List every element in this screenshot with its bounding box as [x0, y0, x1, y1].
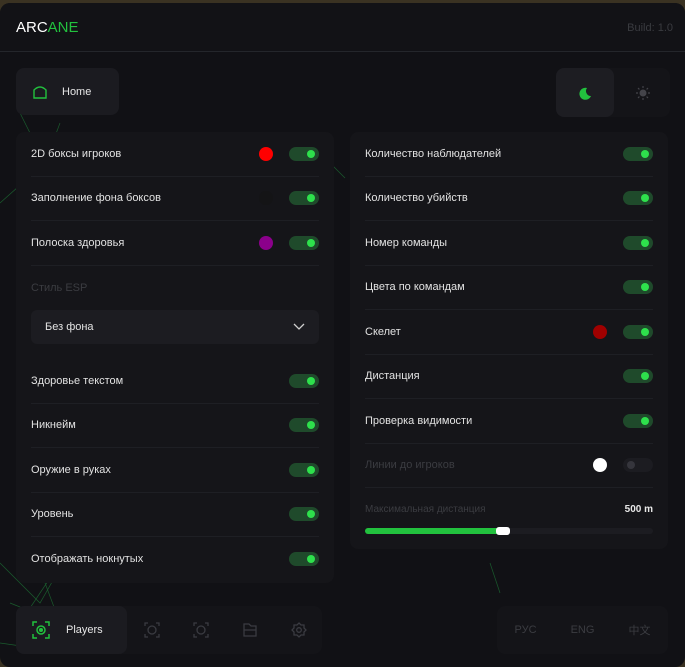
- setting-row: Количество наблюдателей: [365, 132, 653, 177]
- toggle-switch[interactable]: [289, 373, 319, 388]
- home-icon: [33, 85, 47, 99]
- toggle-switch[interactable]: [289, 146, 319, 161]
- build-version: Build: 1.0: [627, 22, 673, 34]
- setting-label: Оружие в руках: [31, 463, 111, 476]
- setting-label: Номер команды: [365, 236, 448, 249]
- max-distance-slider[interactable]: [365, 527, 653, 535]
- folder-icon[interactable]: [242, 622, 258, 638]
- color-picker[interactable]: [593, 324, 607, 339]
- home-button[interactable]: Home: [16, 68, 119, 115]
- setting-row: Номер команды: [365, 221, 653, 266]
- setting-label: Отображать нокнутых: [31, 553, 144, 566]
- radar-icon[interactable]: [144, 622, 160, 638]
- toggle-switch[interactable]: [289, 418, 319, 433]
- dark-theme-button[interactable]: [556, 68, 614, 117]
- setting-label: Линии до игроков: [365, 459, 455, 472]
- setting-row: Уровень: [31, 493, 319, 537]
- max-distance-value: 500 m: [624, 504, 653, 515]
- toggle-switch[interactable]: [623, 280, 653, 295]
- light-theme-button[interactable]: [614, 68, 672, 117]
- color-picker[interactable]: [259, 235, 273, 250]
- setting-label: Проверка видимости: [365, 414, 473, 427]
- slider-fill: [365, 528, 504, 534]
- esp-style-value: Без фона: [45, 321, 94, 333]
- players-icon: [32, 621, 50, 639]
- setting-row: Количество убийств: [365, 177, 653, 221]
- language-switch: РУС ENG 中文: [497, 606, 668, 654]
- color-picker[interactable]: [593, 458, 607, 473]
- left-settings-panel: 2D боксы игроков Заполнение фона боксов По…: [16, 132, 334, 583]
- setting-label: Никнейм: [31, 419, 76, 432]
- visuals-icon[interactable]: [193, 622, 209, 638]
- home-label: Home: [62, 85, 92, 98]
- lang-ru-button[interactable]: РУС: [514, 624, 537, 636]
- app-logo: ARCANE: [16, 19, 79, 36]
- setting-label: Скелет: [365, 325, 401, 338]
- slider-handle[interactable]: [496, 527, 511, 535]
- setting-row: Скелет: [365, 310, 653, 355]
- toggle-switch[interactable]: [289, 235, 319, 250]
- esp-style-dropdown[interactable]: Без фона: [31, 310, 319, 344]
- nav-players-button[interactable]: Players: [16, 606, 127, 654]
- toggle-switch[interactable]: [623, 413, 653, 428]
- setting-row: Здоровье текстом: [31, 359, 319, 404]
- toggle-switch[interactable]: [623, 146, 653, 161]
- chevron-down-icon: [293, 323, 305, 330]
- bottom-nav: Players: [16, 606, 322, 654]
- setting-label: Количество наблюдателей: [365, 147, 502, 160]
- lang-en-button[interactable]: ENG: [570, 624, 595, 636]
- setting-row: 2D боксы игроков: [31, 132, 319, 177]
- setting-row: Линии до игроков: [365, 444, 653, 488]
- color-picker[interactable]: [259, 191, 273, 206]
- lang-zh-button[interactable]: 中文: [628, 625, 651, 637]
- header: ARCANE Build: 1.0: [0, 3, 685, 52]
- setting-row: Заполнение фона боксов: [31, 177, 319, 221]
- nav-players-label: Players: [66, 624, 103, 636]
- setting-label: Заполнение фона боксов: [31, 192, 161, 205]
- toggle-switch[interactable]: [289, 552, 319, 567]
- setting-label: Полоска здоровья: [31, 236, 125, 249]
- right-settings-panel: Количество наблюдателей Количество убийст…: [350, 132, 668, 549]
- toggle-switch[interactable]: [623, 324, 653, 339]
- setting-row: Оружие в руках: [31, 448, 319, 493]
- setting-row: Полоска здоровья: [31, 221, 319, 266]
- toggle-switch[interactable]: [623, 235, 653, 250]
- toggle-switch[interactable]: [623, 458, 653, 473]
- esp-style-label: Стиль ESP: [31, 281, 88, 294]
- color-picker[interactable]: [259, 146, 273, 161]
- app-window: ARCANE Build: 1.0 Home 2D боксы игроков З…: [0, 3, 685, 667]
- setting-row: Проверка видимости: [365, 399, 653, 444]
- moon-icon: [579, 87, 591, 100]
- setting-label: Уровень: [31, 508, 74, 521]
- toggle-switch[interactable]: [289, 507, 319, 522]
- setting-label: Здоровье текстом: [31, 374, 124, 387]
- setting-row: Отображать нокнутых: [31, 537, 319, 582]
- setting-label: Цвета по командам: [365, 281, 465, 294]
- setting-row: Дистанция: [365, 355, 653, 399]
- toggle-switch[interactable]: [289, 462, 319, 477]
- sun-icon: [636, 85, 650, 100]
- theme-switch: [556, 68, 670, 117]
- toggle-switch[interactable]: [623, 369, 653, 384]
- toggle-switch[interactable]: [289, 191, 319, 206]
- setting-label: 2D боксы игроков: [31, 147, 122, 160]
- max-distance-label: Максимальная дистанция: [365, 504, 486, 515]
- setting-label: Количество убийств: [365, 192, 468, 205]
- setting-label: Дистанция: [365, 370, 420, 383]
- toggle-switch[interactable]: [623, 191, 653, 206]
- setting-row: Цвета по командам: [365, 266, 653, 310]
- gear-icon[interactable]: [291, 622, 307, 638]
- setting-row: Никнейм: [31, 404, 319, 448]
